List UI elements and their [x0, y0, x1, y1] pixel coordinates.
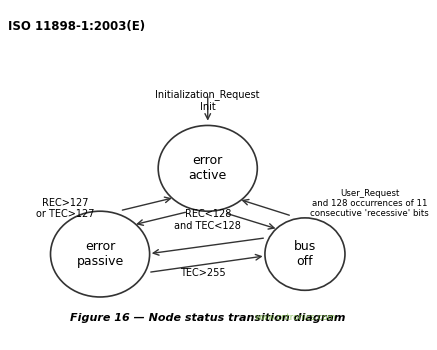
Text: REC<128
and TEC<128: REC<128 and TEC<128: [174, 209, 241, 231]
Text: www.cntronics.com: www.cntronics.com: [255, 314, 336, 322]
Text: Initialization_Request
Init: Initialization_Request Init: [156, 89, 260, 112]
Text: bus
off: bus off: [294, 240, 316, 268]
Text: TEC>255: TEC>255: [180, 268, 226, 278]
Text: error
active: error active: [189, 154, 227, 182]
Ellipse shape: [158, 125, 257, 211]
Text: ISO 11898-1:2003(E): ISO 11898-1:2003(E): [7, 20, 145, 33]
Text: REC>127
or TEC>127: REC>127 or TEC>127: [35, 197, 94, 219]
Ellipse shape: [265, 218, 345, 290]
Text: error
passive: error passive: [76, 240, 124, 268]
Text: Figure 16 — Node status transition diagram: Figure 16 — Node status transition diagr…: [70, 313, 346, 323]
Ellipse shape: [51, 211, 149, 297]
Text: User_Request
and 128 occurrences of 11
consecutive 'recessive' bits: User_Request and 128 occurrences of 11 c…: [310, 189, 429, 218]
